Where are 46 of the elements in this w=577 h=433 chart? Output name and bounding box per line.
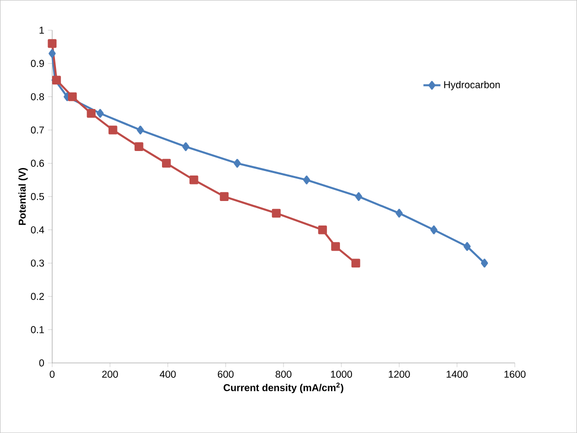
legend-label: Hydrocarbon bbox=[444, 80, 500, 90]
point bbox=[48, 49, 56, 58]
point bbox=[189, 175, 198, 184]
x-tick-label: 400 bbox=[160, 370, 176, 378]
point bbox=[48, 39, 57, 48]
point bbox=[108, 126, 118, 134]
y-tick-label: 0.2 bbox=[30, 292, 44, 300]
point bbox=[136, 126, 144, 134]
x-tick-label: 1000 bbox=[331, 370, 352, 378]
point bbox=[303, 175, 310, 184]
point bbox=[331, 242, 340, 251]
point bbox=[234, 158, 241, 168]
point bbox=[430, 225, 438, 234]
point bbox=[96, 108, 104, 118]
point bbox=[162, 158, 171, 168]
x-tick-label: 1400 bbox=[446, 370, 468, 378]
point bbox=[351, 258, 360, 268]
y-tick-label: 0.4 bbox=[30, 226, 44, 234]
y-tick-label: 0.6 bbox=[30, 160, 44, 167]
point bbox=[220, 192, 229, 201]
x-tick-label: 600 bbox=[218, 370, 234, 378]
point bbox=[318, 225, 327, 234]
y-tick-label: 0.9 bbox=[30, 60, 44, 67]
point bbox=[134, 142, 144, 151]
x-axis-title: Current density (mA/cm$^{2}$) bbox=[224, 382, 344, 394]
point bbox=[480, 258, 488, 268]
y-tick-label: 0.7 bbox=[30, 126, 44, 134]
y-axis-title: Potential (V) bbox=[18, 168, 28, 225]
y-tick-label: 0.1 bbox=[30, 326, 44, 334]
point bbox=[355, 192, 362, 201]
point bbox=[68, 92, 77, 102]
point bbox=[272, 208, 281, 218]
y-tick-label: 0 bbox=[39, 359, 44, 366]
point bbox=[396, 208, 403, 218]
x-tick-label: 1600 bbox=[504, 370, 526, 378]
x-tick-label: 0 bbox=[50, 370, 55, 378]
point bbox=[86, 108, 96, 118]
y-tick-label: 0.5 bbox=[30, 192, 44, 200]
point bbox=[182, 142, 190, 151]
y-tick-label: 1 bbox=[40, 26, 44, 34]
x-tick-label: 200 bbox=[102, 370, 118, 378]
y-tick-label: 0.3 bbox=[30, 260, 44, 267]
x-tick-label: 1200 bbox=[388, 370, 410, 378]
x-tick-label: 800 bbox=[276, 370, 292, 378]
point bbox=[464, 242, 471, 251]
y-tick-label: 0.8 bbox=[30, 93, 44, 100]
